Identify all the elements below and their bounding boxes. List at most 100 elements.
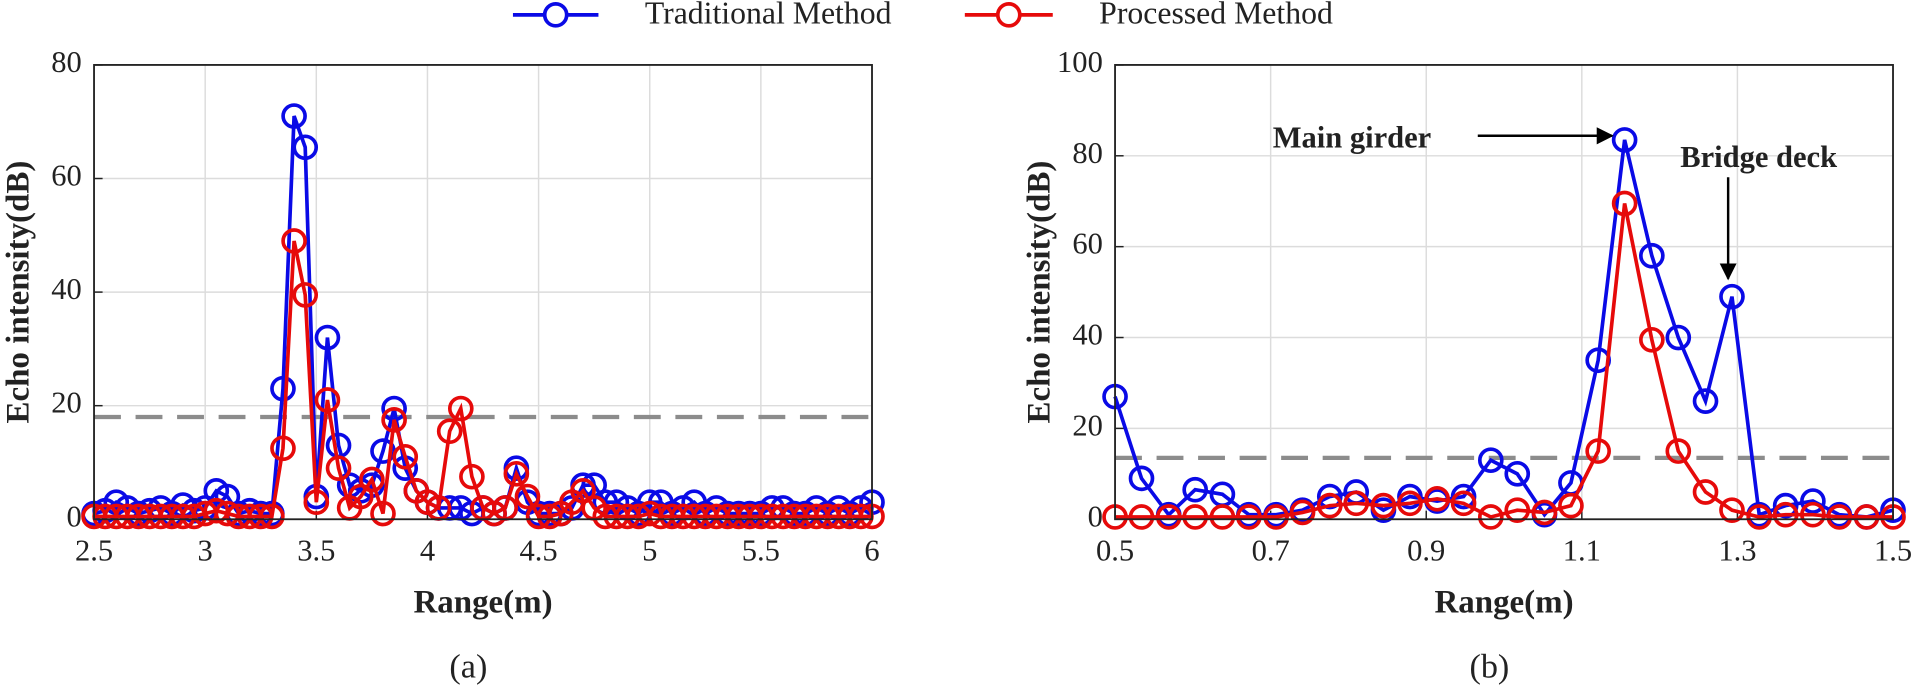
data-point [325,455,352,481]
data-point [1128,465,1155,492]
data-point [1316,483,1343,510]
y-tick-label: 60 [1072,227,1103,261]
x-tick-label: 4 [420,533,435,567]
y-tick-label: 0 [1088,499,1103,533]
annotation: Main girder [1273,121,1431,155]
data-point [381,407,407,433]
data-point [1477,447,1504,474]
x-axis-label: Range(m) [1434,584,1573,620]
data-point [1826,504,1853,530]
x-tick-label: 5.5 [742,533,780,567]
annotation: Bridge deck [1680,140,1837,174]
data-point [1585,438,1611,464]
data-point [1289,499,1316,526]
data-point [1155,504,1182,530]
data-point [1182,504,1209,530]
data-point [1263,504,1289,530]
data-point [292,282,319,308]
legend-marker [542,2,569,28]
data-point [314,324,341,351]
data-point [1209,504,1236,530]
data-point [1182,476,1209,503]
data-point [1692,479,1719,505]
data-point [1611,190,1638,217]
x-tick-label: 6 [864,533,879,567]
data-point [1558,492,1584,519]
y-tick-label: 20 [51,386,82,420]
data-point [314,387,341,413]
plot-frame [93,64,873,521]
legend-label: Processed Method [1099,0,1333,30]
x-tick-label: 1.1 [1563,533,1601,567]
data-point [303,489,330,516]
x-tick-label: 3.5 [297,533,335,567]
data-point [459,463,485,490]
data-point [1477,504,1504,530]
y-axis-label: Echo intensity(dB) [1021,161,1057,424]
data-point [1719,497,1745,523]
data-point [1665,438,1692,464]
data-point [1746,504,1773,530]
data-point [503,461,530,487]
x-tick-label: 1.3 [1718,533,1756,567]
x-tick-label: 4.5 [520,533,558,567]
x-tick-label: 5 [642,533,657,567]
data-point [1639,326,1665,353]
data-point [1531,499,1558,526]
data-point [1450,483,1477,510]
data-point [1692,388,1719,414]
data-point [1370,492,1397,519]
data-point [1772,501,1799,528]
plot-frame [1114,64,1894,521]
legend-marker [995,2,1022,28]
data-point [1504,461,1531,487]
data-point [536,503,563,530]
data-point [1639,242,1665,269]
data-point [1316,492,1343,519]
data-point [270,375,296,402]
data-point [1504,497,1531,523]
data-point [270,435,296,462]
data-point [292,134,319,161]
x-tick-label: 3 [198,533,213,567]
data-point [1397,483,1423,510]
data-point [370,500,396,527]
data-point [359,466,385,493]
plot-background [1115,64,1894,520]
data-point [281,103,307,129]
x-axis-label: Range(m) [413,584,552,620]
data-point [447,395,474,422]
data-point [259,503,285,530]
data-point [1800,488,1826,514]
y-tick-label: 40 [51,272,82,306]
data-point [514,483,541,510]
y-tick-label: 60 [51,159,82,193]
legend-label: Traditional Method [645,0,892,30]
x-tick-label: 0.5 [1096,533,1134,567]
data-point [1424,485,1450,512]
data-point [1665,324,1692,351]
data-point [1236,504,1262,530]
data-point [1343,490,1370,517]
y-tick-label: 40 [1072,318,1103,352]
x-tick-label: 2.5 [75,533,113,567]
y-tick-label: 80 [1072,136,1103,170]
caption: (a) [449,648,487,685]
x-tick-label: 0.7 [1252,533,1290,567]
data-point [281,228,307,254]
y-axis-label: Echo intensity(dB) [0,161,36,424]
caption: (b) [1469,648,1509,685]
data-point [1800,501,1826,528]
data-point [1853,504,1880,530]
y-tick-label: 0 [67,499,82,533]
data-point [1772,492,1799,519]
data-point [1450,490,1477,517]
x-tick-label: 1.5 [1874,533,1912,567]
data-point [1128,504,1155,530]
data-point [436,418,463,445]
y-tick-label: 20 [1072,408,1103,442]
series-line [1113,139,1894,519]
x-tick-label: 0.9 [1407,533,1445,567]
data-point [392,443,419,470]
